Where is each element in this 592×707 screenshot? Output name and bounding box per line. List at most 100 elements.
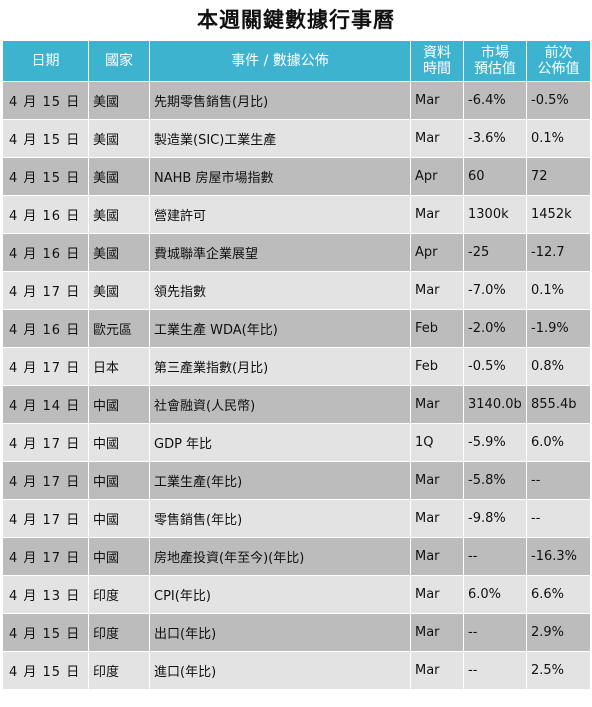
period-cell: Mar — [410, 499, 464, 538]
country-cell: 印度 — [88, 651, 150, 690]
event-cell: 製造業(SIC)工業生產 — [149, 119, 411, 158]
previous-cell: 6.0% — [526, 423, 591, 462]
previous-cell: 0.1% — [526, 119, 591, 158]
period-header-line2: 時間 — [423, 61, 451, 77]
column-header-previous: 前次 公佈值 — [526, 40, 591, 82]
table-row: 4 月 17 日日本 第三產業指數(月比) Feb -0.5% 0.8% — [2, 347, 591, 386]
previous-cell: 0.8% — [526, 347, 591, 386]
date-cell: 4 月 16 日 — [2, 309, 89, 348]
country-cell: 中國 — [88, 385, 150, 424]
column-header-event: 事件 / 數據公佈 — [149, 40, 411, 82]
date-cell: 4 月 17 日 — [2, 271, 89, 310]
event-cell: 出口(年比) — [149, 613, 411, 652]
table-row: 4 月 15 日美國 製造業(SIC)工業生產 Mar -3.6% 0.1% — [2, 119, 591, 158]
table-row: 4 月 15 日印度 進口(年比) Mar -- 2.5% — [2, 651, 591, 690]
table-row: 4 月 17 日中國 零售銷售(年比) Mar -9.8% -- — [2, 499, 591, 538]
country-cell: 美國 — [88, 81, 150, 120]
forecast-cell: -3.6% — [463, 119, 527, 158]
forecast-cell: -5.9% — [463, 423, 527, 462]
forecast-header-line1: 市場 — [481, 45, 509, 61]
date-cell: 4 月 15 日 — [2, 157, 89, 196]
period-header-line1: 資料 — [423, 45, 451, 61]
previous-cell: 1452k — [526, 195, 591, 234]
previous-cell: -- — [526, 461, 591, 500]
period-cell: 1Q — [410, 423, 464, 462]
period-cell: Mar — [410, 575, 464, 614]
forecast-cell: -- — [463, 613, 527, 652]
forecast-cell: 3140.0b — [463, 385, 527, 424]
period-cell: Apr — [410, 157, 464, 196]
forecast-header-line2: 預估值 — [474, 61, 516, 77]
table-row: 4 月 14 日中國 社會融資(人民幣) Mar 3140.0b 855.4b — [2, 385, 591, 424]
country-cell: 中國 — [88, 423, 150, 462]
country-cell: 美國 — [88, 195, 150, 234]
event-cell: 零售銷售(年比) — [149, 499, 411, 538]
country-cell: 日本 — [88, 347, 150, 386]
event-cell: 房地產投資(年至今)(年比) — [149, 537, 411, 576]
previous-header-line2: 公佈值 — [537, 61, 580, 77]
previous-cell: -12.7 — [526, 233, 591, 272]
period-cell: Mar — [410, 195, 464, 234]
table-body: 4 月 15 日美國 先期零售銷售(月比) Mar -6.4% -0.5% 4 月 15 … — [2, 81, 591, 690]
previous-cell: -0.5% — [526, 81, 591, 120]
date-cell: 4 月 15 日 — [2, 651, 89, 690]
forecast-cell: -25 — [463, 233, 527, 272]
column-header-period: 資料 時間 — [410, 40, 464, 82]
period-cell: Feb — [410, 309, 464, 348]
column-header-country: 國家 — [88, 40, 150, 82]
forecast-cell: -6.4% — [463, 81, 527, 120]
previous-header-line1: 前次 — [544, 45, 573, 61]
event-cell: 第三產業指數(月比) — [149, 347, 411, 386]
forecast-cell: 6.0% — [463, 575, 527, 614]
date-cell: 4 月 15 日 — [2, 119, 89, 158]
table-row: 4 月 16 日美國 營建許可 Mar 1300k 1452k — [2, 195, 591, 234]
table-row: 4 月 17 日中國 工業生產(年比) Mar -5.8% -- — [2, 461, 591, 500]
country-cell: 中國 — [88, 537, 150, 576]
page-title: 本週關鍵數據行事曆 — [197, 8, 395, 32]
forecast-cell: -5.8% — [463, 461, 527, 500]
table-row: 4 月 16 日歐元區 工業生產 WDA(年比) Feb -2.0% -1.9% — [2, 309, 591, 348]
event-cell: 費城聯準企業展望 — [149, 233, 411, 272]
event-cell: 領先指數 — [149, 271, 411, 310]
date-cell: 4 月 17 日 — [2, 347, 89, 386]
previous-cell: 855.4b — [526, 385, 591, 424]
period-cell: Mar — [410, 461, 464, 500]
country-cell: 印度 — [88, 575, 150, 614]
period-cell: Mar — [410, 613, 464, 652]
table-row: 4 月 15 日美國 先期零售銷售(月比) Mar -6.4% -0.5% — [2, 81, 591, 120]
event-cell: GDP 年比 — [149, 423, 411, 462]
forecast-cell: -7.0% — [463, 271, 527, 310]
period-cell: Feb — [410, 347, 464, 386]
date-cell: 4 月 14 日 — [2, 385, 89, 424]
event-cell: 先期零售銷售(月比) — [149, 81, 411, 120]
event-cell: 營建許可 — [149, 195, 411, 234]
event-cell: NAHB 房屋市場指數 — [149, 157, 411, 196]
country-cell: 印度 — [88, 613, 150, 652]
forecast-cell: -9.8% — [463, 499, 527, 538]
date-cell: 4 月 15 日 — [2, 613, 89, 652]
country-cell: 美國 — [88, 271, 150, 310]
table-row: 4 月 15 日印度 出口(年比) Mar -- 2.9% — [2, 613, 591, 652]
country-cell: 美國 — [88, 119, 150, 158]
period-cell: Mar — [410, 81, 464, 120]
event-cell: CPI(年比) — [149, 575, 411, 614]
table-row: 4 月 17 日中國 房地產投資(年至今)(年比) Mar -- -16.3% — [2, 537, 591, 576]
country-cell: 美國 — [88, 233, 150, 272]
column-header-date: 日期 — [2, 40, 89, 82]
previous-cell: -1.9% — [526, 309, 591, 348]
table-row: 4 月 17 日中國 GDP 年比 1Q -5.9% 6.0% — [2, 423, 591, 462]
table-row: 4 月 17 日美國 領先指數 Mar -7.0% 0.1% — [2, 271, 591, 310]
forecast-cell: -2.0% — [463, 309, 527, 348]
period-cell: Mar — [410, 271, 464, 310]
previous-cell: 6.6% — [526, 575, 591, 614]
country-cell: 中國 — [88, 461, 150, 500]
forecast-cell: -- — [463, 651, 527, 690]
date-cell: 4 月 17 日 — [2, 461, 89, 500]
table-row: 4 月 16 日美國 費城聯準企業展望 Apr -25 -12.7 — [2, 233, 591, 272]
date-cell: 4 月 17 日 — [2, 537, 89, 576]
previous-cell: -16.3% — [526, 537, 591, 576]
previous-cell: -- — [526, 499, 591, 538]
country-cell: 中國 — [88, 499, 150, 538]
date-cell: 4 月 17 日 — [2, 499, 89, 538]
